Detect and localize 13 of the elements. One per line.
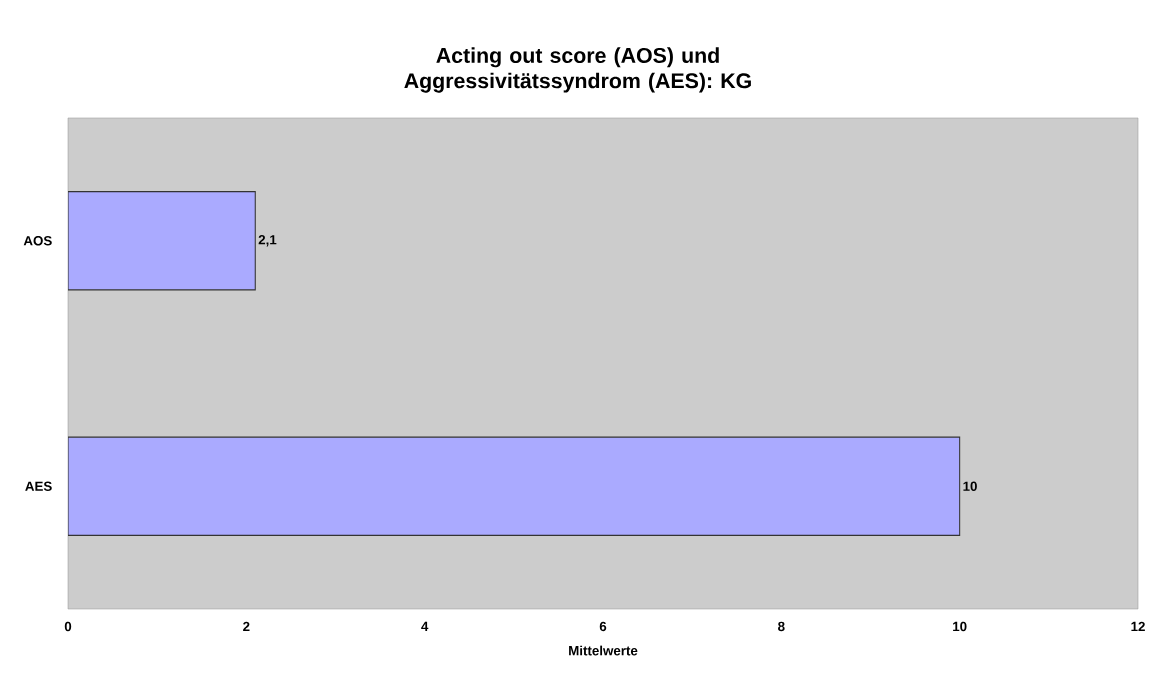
x-tick-label: 8	[778, 621, 785, 632]
chart-title: Acting out score (AOS) und Aggressivitätssyndrom (AES): KG	[404, 47, 751, 93]
data-label: 2,1	[258, 235, 277, 247]
y-tick-label: AOS	[23, 236, 52, 246]
x-tick-label: 4	[421, 621, 429, 631]
x-tick-label: 6	[599, 621, 607, 632]
x-tick-label: 10	[953, 621, 967, 632]
x-tick-label: 0	[64, 621, 72, 632]
y-tick-label: AES	[25, 481, 52, 491]
x-tick-label: 2	[243, 621, 250, 632]
x-tick-label: 12	[1131, 621, 1145, 632]
x-axis-title: Mittelwerte	[569, 645, 638, 656]
data-label: 10	[963, 481, 977, 491]
